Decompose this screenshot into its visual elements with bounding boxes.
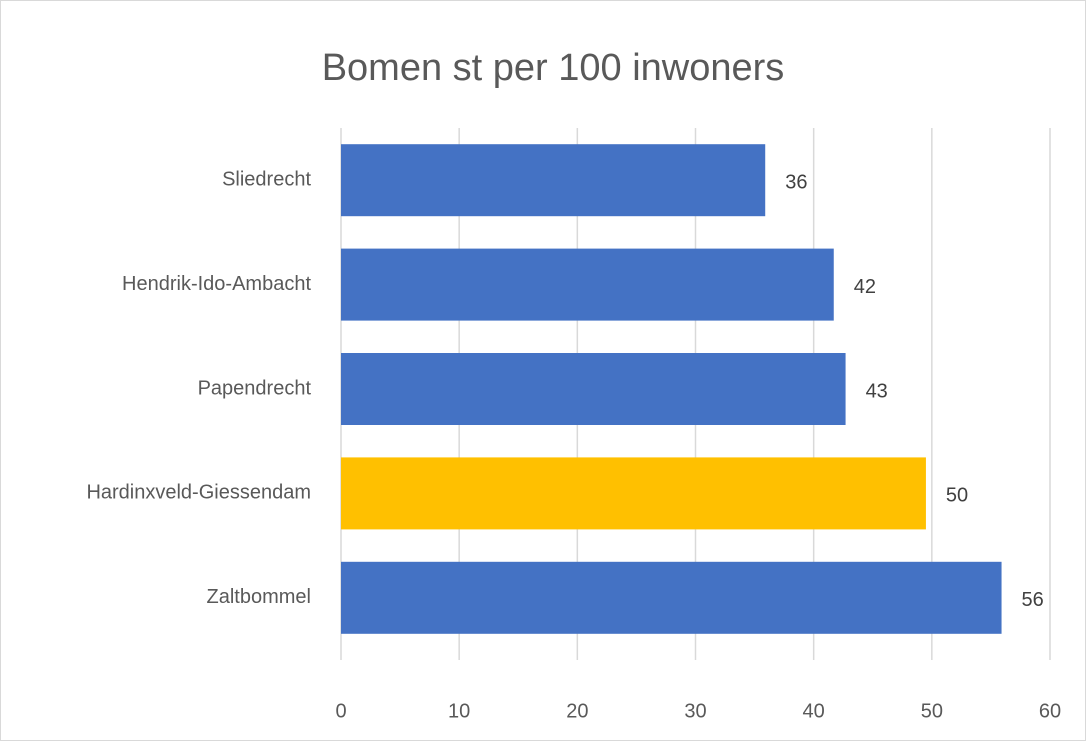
x-tick-label: 50 [921,700,943,722]
bar [341,144,766,217]
x-tick-label: 0 [335,700,346,722]
chart-title: Bomen st per 100 inwoners [322,47,785,89]
data-label: 56 [1022,589,1044,611]
x-tick-label: 30 [684,700,706,722]
x-tick-label: 10 [448,700,470,722]
x-tick-label: 40 [803,700,825,722]
y-tick-label: Hendrik-Ido-Ambacht [122,273,311,295]
y-tick-label: Papendrecht [198,377,312,399]
x-tick-label: 60 [1039,700,1061,722]
bar [341,561,1002,634]
bar [341,457,926,530]
y-tick-label: Sliedrecht [222,168,311,190]
bar [341,248,834,321]
bar [341,353,846,425]
data-label: 36 [785,171,807,193]
y-tick-label: Hardinxveld-Giessendam [86,482,311,504]
x-tick-label: 20 [566,700,588,722]
data-label: 43 [866,380,888,402]
data-label: 50 [946,485,968,507]
data-label: 42 [854,276,876,298]
y-tick-label: Zaltbommel [207,586,311,608]
